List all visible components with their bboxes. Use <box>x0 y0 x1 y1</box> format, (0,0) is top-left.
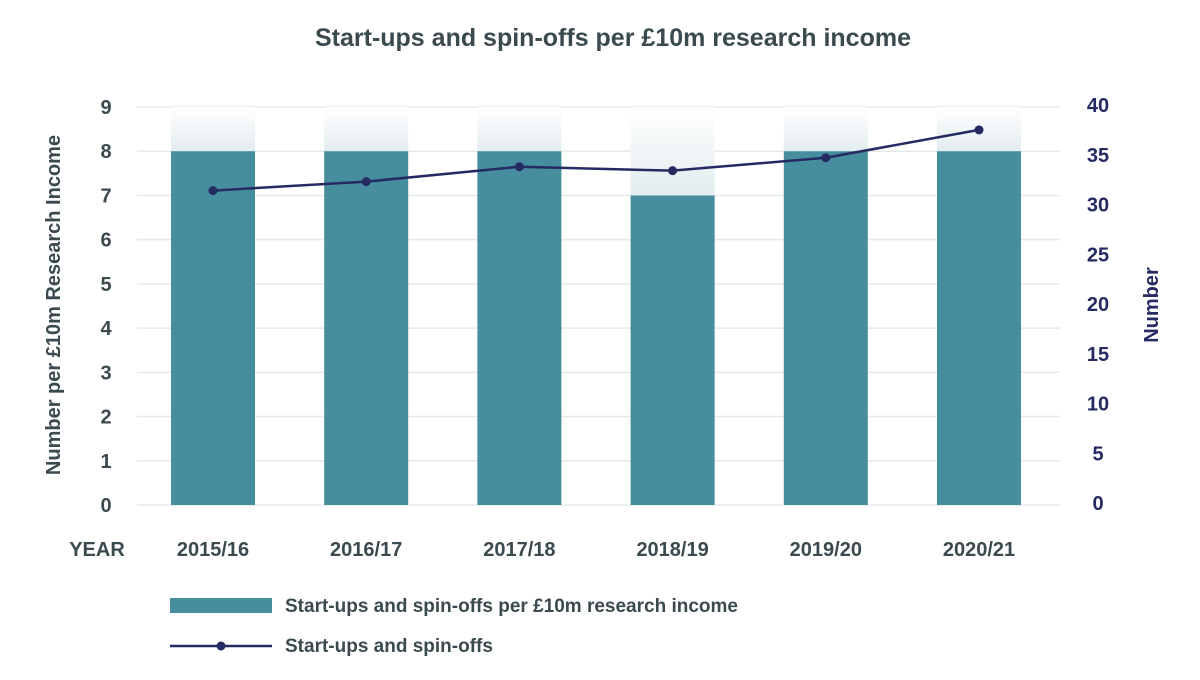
left-tick-label: 8 <box>100 141 111 163</box>
bar <box>324 151 409 505</box>
left-tick-label: 3 <box>100 362 111 384</box>
x-tick-label: 2017/18 <box>483 539 555 561</box>
x-tick-label: 2018/19 <box>636 539 708 561</box>
line-point <box>514 162 524 172</box>
right-tick-label: 15 <box>1087 344 1109 366</box>
right-tick-label: 25 <box>1087 244 1109 266</box>
right-tick-label: 20 <box>1087 294 1109 316</box>
x-tick-label: 2015/16 <box>177 539 249 561</box>
line-point <box>668 166 678 176</box>
bar <box>477 151 562 505</box>
right-tick-label: 5 <box>1092 443 1103 465</box>
right-tick-label: 10 <box>1087 394 1109 416</box>
right-tick-label: 30 <box>1087 195 1109 217</box>
x-axis-label: YEAR <box>69 539 125 561</box>
bar-background <box>171 107 255 152</box>
bar-background <box>630 107 715 196</box>
bar <box>937 151 1021 505</box>
left-axis-label: Number per £10m Research Income <box>43 135 65 475</box>
right-tick-label: 0 <box>1092 493 1103 515</box>
x-tick-label: 2020/21 <box>943 539 1015 561</box>
left-tick-label: 5 <box>100 274 111 296</box>
right-tick-label: 40 <box>1087 95 1109 117</box>
chart-title: Start-ups and spin-offs per £10m researc… <box>315 24 911 52</box>
left-tick-label: 1 <box>100 451 111 473</box>
line-point <box>821 153 831 163</box>
legend-line-label: Start-ups and spin-offs <box>285 636 493 657</box>
left-tick-label: 7 <box>100 185 111 207</box>
right-axis-label: Number <box>1141 267 1163 343</box>
bar-background <box>477 107 562 152</box>
bar <box>171 151 255 505</box>
bar <box>630 195 715 505</box>
x-tick-label: 2019/20 <box>790 539 862 561</box>
legend: Start-ups and spin-offs per £10m researc… <box>170 596 738 657</box>
bar-background <box>324 107 409 152</box>
line-point <box>361 177 371 187</box>
legend-bar-label: Start-ups and spin-offs per £10m researc… <box>285 596 738 617</box>
legend-bar-swatch <box>170 598 272 613</box>
line-point <box>208 186 218 196</box>
bar <box>783 151 868 505</box>
series-line <box>212 128 980 192</box>
left-tick-label: 6 <box>100 230 111 252</box>
line-point <box>974 125 984 135</box>
bar-background <box>783 107 868 152</box>
legend-line-marker <box>216 641 226 651</box>
left-tick-label: 9 <box>100 97 111 119</box>
right-tick-label: 35 <box>1087 145 1109 167</box>
left-tick-label: 0 <box>100 495 111 517</box>
x-tick-label: 2016/17 <box>330 539 402 561</box>
left-tick-label: 4 <box>100 318 112 340</box>
left-tick-label: 2 <box>100 407 111 429</box>
